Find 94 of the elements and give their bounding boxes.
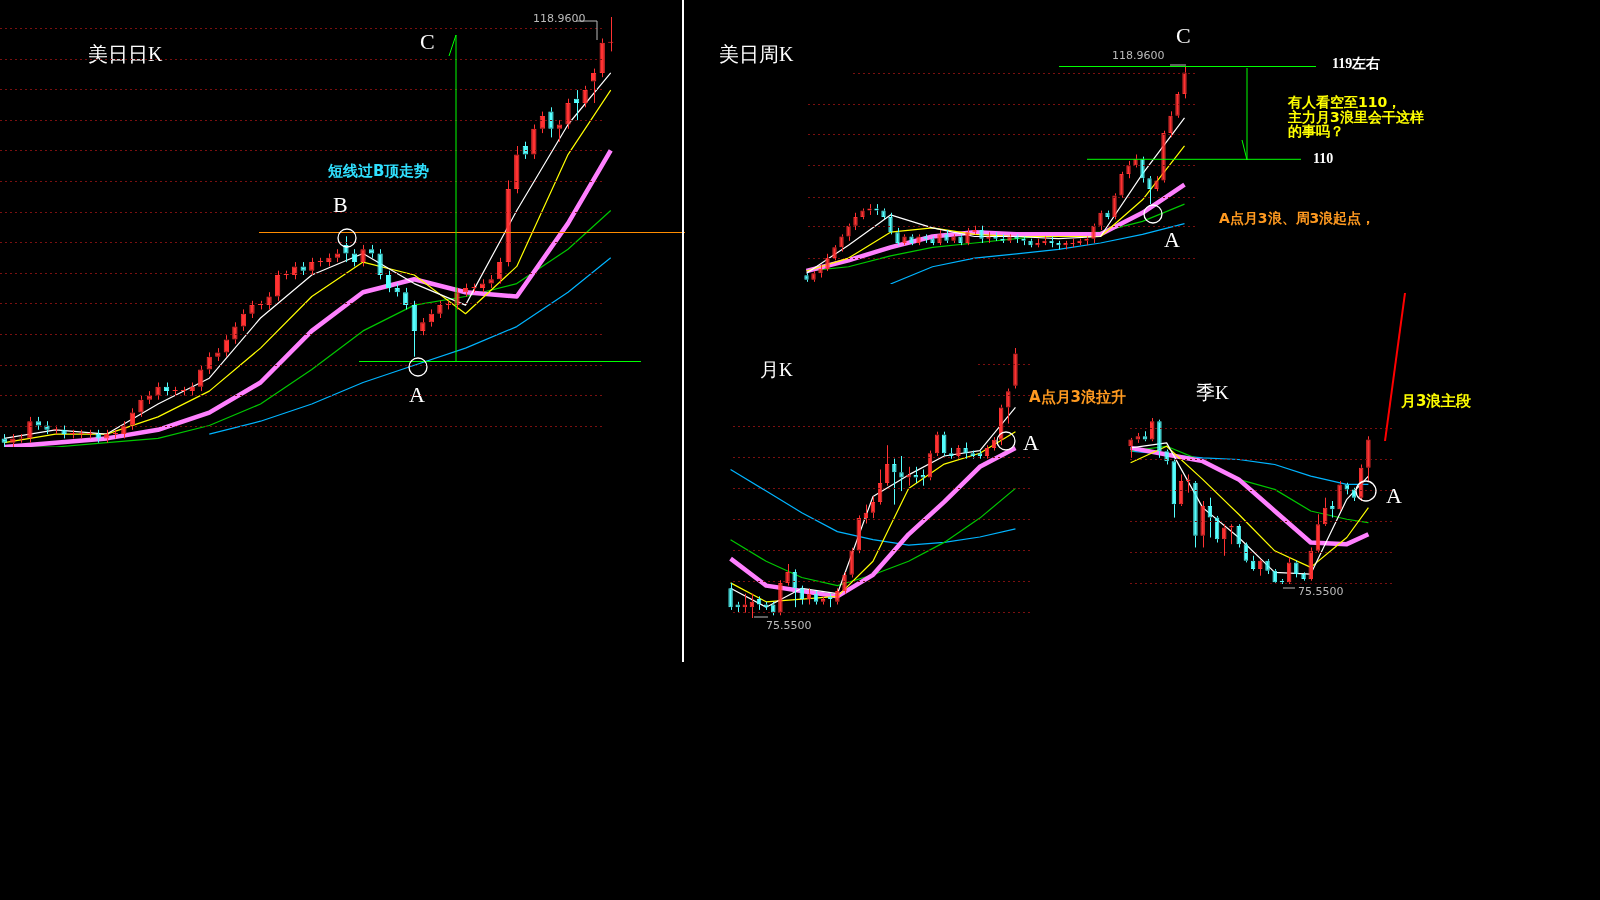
candlestick bbox=[888, 212, 893, 235]
candlestick bbox=[1168, 110, 1173, 138]
candlestick bbox=[1119, 171, 1124, 199]
text: 118.9600 bbox=[1112, 49, 1165, 62]
candlestick bbox=[930, 236, 935, 246]
candlestick bbox=[44, 420, 50, 435]
text: 月3浪主段 bbox=[1401, 392, 1472, 410]
candlestick bbox=[977, 450, 983, 460]
candlestick bbox=[1272, 568, 1277, 584]
candlestick bbox=[1013, 348, 1018, 389]
candlestick bbox=[949, 447, 954, 460]
candlestick bbox=[909, 233, 914, 246]
candlestick bbox=[1154, 175, 1159, 192]
candlestick bbox=[1236, 523, 1241, 548]
text: A bbox=[1023, 430, 1039, 455]
text: 有人看空至110，主力月3浪里会干这样的事吗？ bbox=[1288, 94, 1424, 140]
candlestick bbox=[1330, 500, 1335, 519]
text: 75.5500 bbox=[1298, 585, 1344, 598]
candlestick bbox=[27, 416, 33, 444]
candlestick bbox=[944, 229, 949, 244]
candlestick bbox=[920, 469, 926, 487]
candlestick bbox=[1133, 154, 1138, 168]
candlestick bbox=[1157, 419, 1162, 459]
annotation: A bbox=[409, 382, 425, 407]
candlestick bbox=[828, 593, 833, 608]
candlestick bbox=[1175, 91, 1180, 119]
candlestick bbox=[1222, 523, 1227, 557]
candlestick bbox=[849, 547, 854, 578]
candlestick bbox=[377, 248, 383, 280]
candlestick bbox=[129, 407, 136, 431]
candlestick bbox=[1265, 558, 1270, 575]
candlestick bbox=[963, 442, 968, 460]
candlestick bbox=[1098, 210, 1103, 231]
candlestick bbox=[155, 382, 161, 401]
annotation: A bbox=[1164, 227, 1180, 252]
chart-title: 季K bbox=[1196, 382, 1229, 403]
candlestick bbox=[899, 455, 904, 492]
candlestick bbox=[825, 253, 830, 272]
candlestick bbox=[1258, 558, 1263, 577]
text: A bbox=[1386, 483, 1402, 508]
candlestick bbox=[835, 587, 840, 605]
candlestick bbox=[1140, 156, 1145, 184]
candlestick bbox=[232, 321, 238, 345]
candlestick bbox=[778, 579, 783, 616]
candlestick bbox=[756, 595, 762, 611]
text: 119左右 bbox=[1332, 56, 1381, 72]
text: 110 bbox=[1313, 151, 1334, 167]
candlestick bbox=[1322, 497, 1328, 527]
candlestick bbox=[820, 595, 826, 605]
annotation: 短线过B顶走势 bbox=[328, 162, 430, 180]
candlestick bbox=[121, 420, 127, 439]
candlestick bbox=[818, 264, 823, 279]
candlestick bbox=[958, 233, 963, 246]
candlestick bbox=[1028, 238, 1033, 248]
candlestick bbox=[1200, 500, 1205, 548]
candlestick bbox=[1128, 437, 1133, 459]
candlestick bbox=[1, 433, 7, 447]
text: 75.5500 bbox=[766, 619, 812, 632]
candlestick bbox=[895, 227, 900, 246]
candlestick bbox=[240, 308, 247, 332]
candlestick bbox=[266, 291, 272, 310]
annotation: 118.9600 bbox=[533, 12, 586, 25]
candlestick bbox=[916, 233, 921, 246]
candlestick bbox=[913, 466, 918, 484]
candlestick bbox=[804, 272, 809, 283]
candlestick bbox=[411, 300, 417, 358]
candlestick bbox=[514, 145, 520, 194]
candlestick bbox=[728, 582, 733, 611]
candlestick bbox=[1214, 515, 1220, 543]
candlestick bbox=[591, 68, 597, 104]
candlestick bbox=[839, 233, 844, 253]
annotation: B bbox=[333, 192, 348, 217]
candlestick bbox=[811, 270, 816, 283]
candlestick bbox=[785, 563, 790, 587]
candlestick bbox=[877, 469, 883, 506]
candlestick bbox=[505, 179, 511, 267]
candlestick bbox=[1105, 210, 1110, 220]
candlestick bbox=[881, 207, 886, 220]
text: C bbox=[1176, 23, 1191, 48]
candlestick bbox=[860, 207, 865, 220]
chart-title: 美日周K bbox=[719, 43, 794, 65]
text: 月K bbox=[760, 359, 793, 380]
candlestick bbox=[951, 233, 956, 244]
text: A点月3浪拉升 bbox=[1029, 388, 1127, 406]
candlestick bbox=[1007, 233, 1012, 244]
text: A点月3浪、周3浪起点， bbox=[1219, 210, 1376, 226]
candlestick bbox=[497, 257, 503, 285]
annotation: C bbox=[420, 29, 435, 54]
candlestick bbox=[965, 227, 970, 246]
candlestick bbox=[10, 433, 16, 447]
candlestick bbox=[1301, 571, 1306, 582]
candlestick bbox=[1337, 480, 1342, 512]
candlestick bbox=[902, 233, 907, 246]
candlestick bbox=[1366, 435, 1371, 482]
